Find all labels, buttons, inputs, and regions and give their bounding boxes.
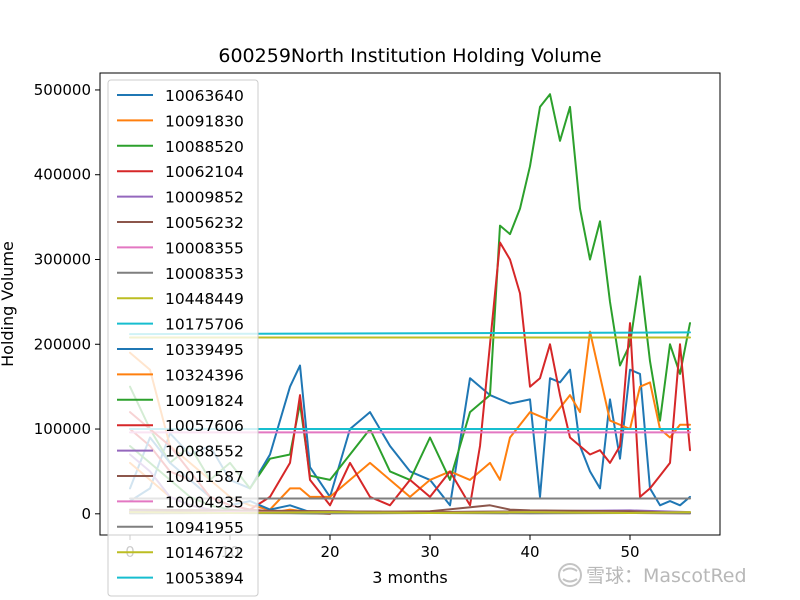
legend-label: 10062104 bbox=[165, 163, 244, 181]
legend-box bbox=[107, 79, 259, 597]
series-line-3 bbox=[129, 241, 691, 511]
legend-label: 10011587 bbox=[165, 468, 244, 486]
x-tick-label: 50 bbox=[620, 543, 639, 561]
legend-label: 10063640 bbox=[165, 87, 244, 105]
watermark-text: 雪球：MascotRed bbox=[586, 565, 747, 587]
x-tick-label: 40 bbox=[520, 543, 539, 561]
series-line-2 bbox=[129, 93, 691, 490]
chart-title: 600259North Institution Holding Volume bbox=[218, 45, 601, 67]
x-axis-label: 3 months bbox=[372, 568, 448, 587]
y-axis-label: Holding Volume bbox=[0, 241, 17, 367]
legend-label: 10941955 bbox=[165, 519, 244, 537]
legend-label: 10009852 bbox=[165, 189, 244, 207]
axis-ticks: 0102030405001000002000003000004000005000… bbox=[34, 81, 640, 561]
legend-label: 10057606 bbox=[165, 417, 244, 435]
legend-label: 10008355 bbox=[165, 239, 244, 257]
x-tick-label: 20 bbox=[320, 543, 339, 561]
watermark: 雪球：MascotRed bbox=[558, 563, 747, 587]
y-tick-label: 0 bbox=[81, 505, 91, 523]
legend-label: 10088520 bbox=[165, 138, 244, 156]
x-tick-label: 30 bbox=[420, 543, 439, 561]
legend-label: 10053894 bbox=[165, 570, 244, 588]
legend-label: 10008353 bbox=[165, 265, 244, 283]
legend-label: 10088552 bbox=[165, 443, 244, 461]
legend-label: 10091824 bbox=[165, 392, 244, 410]
legend-label: 10175706 bbox=[165, 316, 244, 334]
y-tick-label: 200000 bbox=[34, 335, 91, 353]
legend: 10063640 10091830 10088520 10062104 10009852… bbox=[107, 79, 259, 597]
y-tick-label: 300000 bbox=[34, 250, 91, 268]
y-tick-label: 400000 bbox=[34, 166, 91, 184]
legend-label: 10339495 bbox=[165, 341, 244, 359]
snowball-logo-mark bbox=[562, 567, 578, 583]
legend-label: 10146722 bbox=[165, 544, 244, 562]
legend-label: 10056232 bbox=[165, 214, 244, 232]
legend-label: 10004935 bbox=[165, 493, 244, 511]
snowball-logo-icon bbox=[558, 563, 582, 587]
legend-label: 10091830 bbox=[165, 112, 244, 130]
legend-label: 10324396 bbox=[165, 366, 244, 384]
legend-label: 10448449 bbox=[165, 290, 244, 308]
y-tick-label: 500000 bbox=[34, 81, 91, 99]
plot-frame bbox=[99, 72, 721, 536]
y-tick-label: 100000 bbox=[34, 420, 91, 438]
